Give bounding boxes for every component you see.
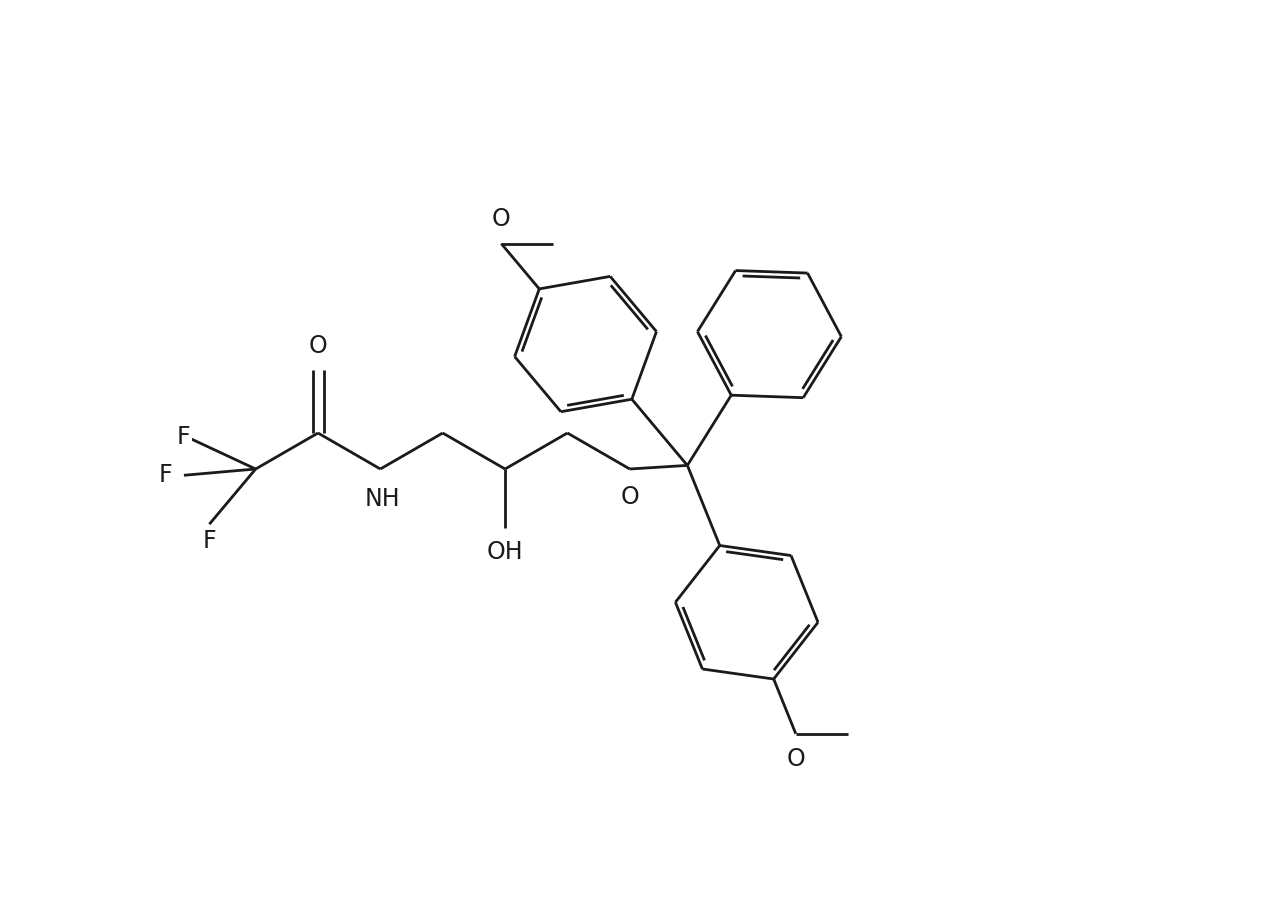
Text: O: O bbox=[786, 746, 805, 771]
Text: F: F bbox=[202, 529, 216, 554]
Text: O: O bbox=[620, 485, 639, 509]
Text: O: O bbox=[491, 207, 511, 230]
Text: O: O bbox=[309, 333, 328, 358]
Text: NH: NH bbox=[364, 487, 400, 511]
Text: F: F bbox=[177, 424, 190, 449]
Text: F: F bbox=[159, 464, 171, 487]
Text: OH: OH bbox=[486, 540, 523, 564]
